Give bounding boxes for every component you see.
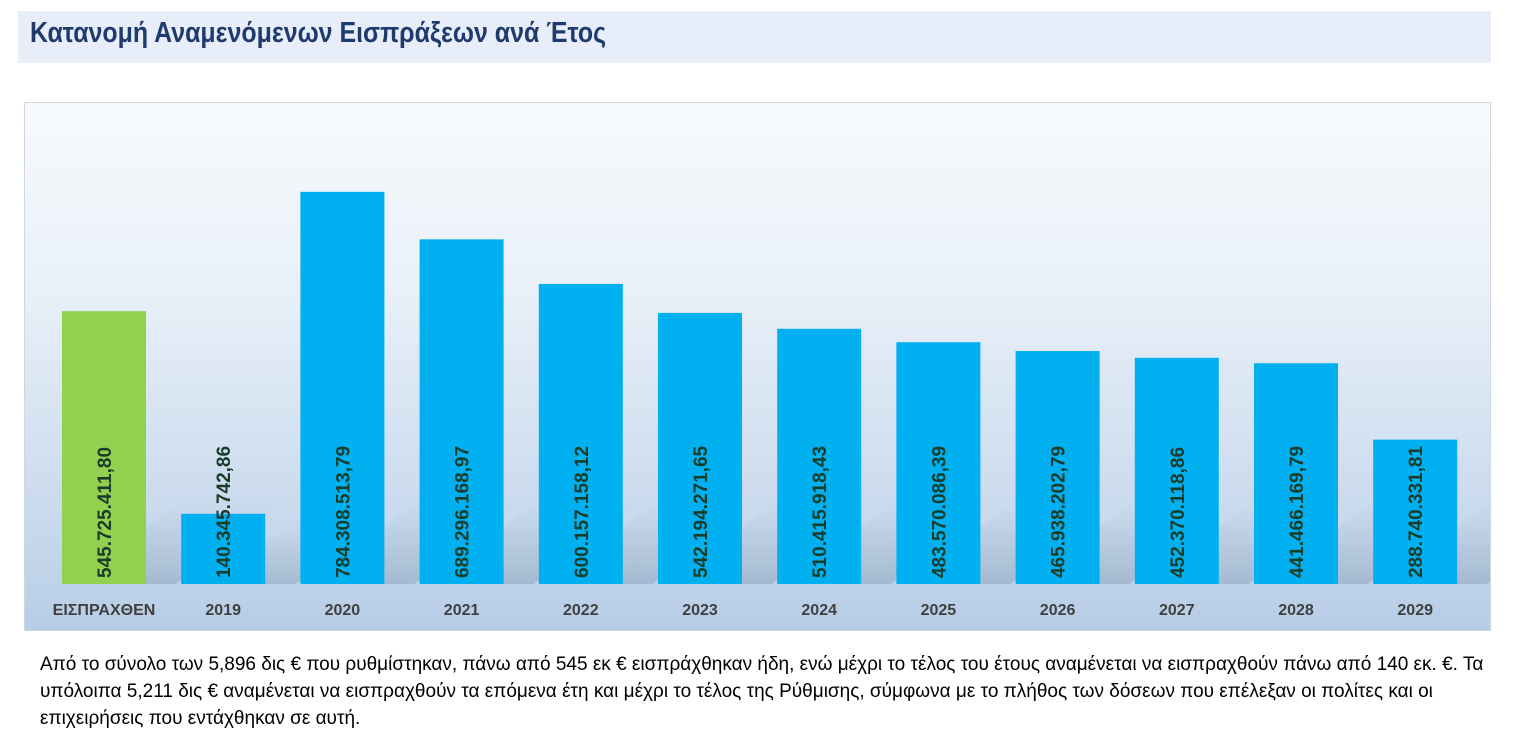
title-bar: Κατανομή Αναμενόμενων Εισπράξεων ανά Έτο… [18,11,1491,63]
bar-ΕΙΣΠΡΑΧΘΕΝ [62,311,146,584]
bar-2027 [1134,357,1219,584]
category-label: ΕΙΣΠΡΑΧΘΕΝ [53,602,156,619]
category-label: 2028 [1278,602,1314,619]
bar-2021 [419,239,504,584]
value-label: 600.157.158,12 [572,446,593,578]
category-label: 2025 [921,602,957,619]
category-label: 2020 [325,602,361,619]
value-label: 545.725.411,80 [95,447,116,578]
bar-2023 [658,312,742,584]
bar-2022 [538,283,623,584]
bar-2028 [1254,363,1338,584]
category-label: 2021 [444,602,480,619]
value-label: 784.308.513,79 [333,446,354,578]
bar-2020 [300,191,385,584]
category-label: 2024 [801,602,837,619]
category-label: 2022 [563,602,599,619]
chart-area: 545.725.411,80 140.345.742,86 784.308.513,… [24,102,1491,631]
value-label: 542.194.271,65 [691,445,712,578]
category-label: 2023 [682,602,718,619]
value-label: 441.466.169,79 [1287,446,1308,578]
value-label: 510.415.918,43 [810,446,831,578]
bar-2026 [1015,351,1100,584]
value-label: 140.345.742,86 [214,446,235,578]
value-labels-group: 545.725.411,80 140.345.742,86 784.308.513,… [95,445,1427,578]
value-label: 483.570.086,39 [929,446,950,578]
value-label: 465.938.202,79 [1049,446,1070,578]
value-label: 452.370.118,86 [1168,447,1189,578]
bar-2019 [181,513,266,584]
category-label: 2026 [1040,602,1076,619]
bar-2024 [777,328,862,584]
value-label: 689.296.168,97 [453,446,474,578]
category-labels-group: ΕΙΣΠΡΑΧΘΕΝ 2019 2020 2021 2022 2023 2024 2025 20… [53,602,1433,619]
category-label: 2019 [205,602,241,619]
bar-2029 [1373,439,1458,584]
bar-chart: 545.725.411,80 140.345.742,86 784.308.513,… [53,191,1490,619]
bar-2025 [896,342,981,584]
category-label: 2027 [1159,602,1195,619]
value-label: 288.740.331,81 [1406,445,1427,578]
caption-text: Από το σύνολο των 5,896 δις € που ρυθμίσ… [40,654,1484,729]
page-title: Κατανομή Αναμενόμενων Εισπράξεων ανά Έτο… [30,17,607,49]
bars-group [62,191,1458,584]
category-label: 2029 [1397,602,1433,619]
